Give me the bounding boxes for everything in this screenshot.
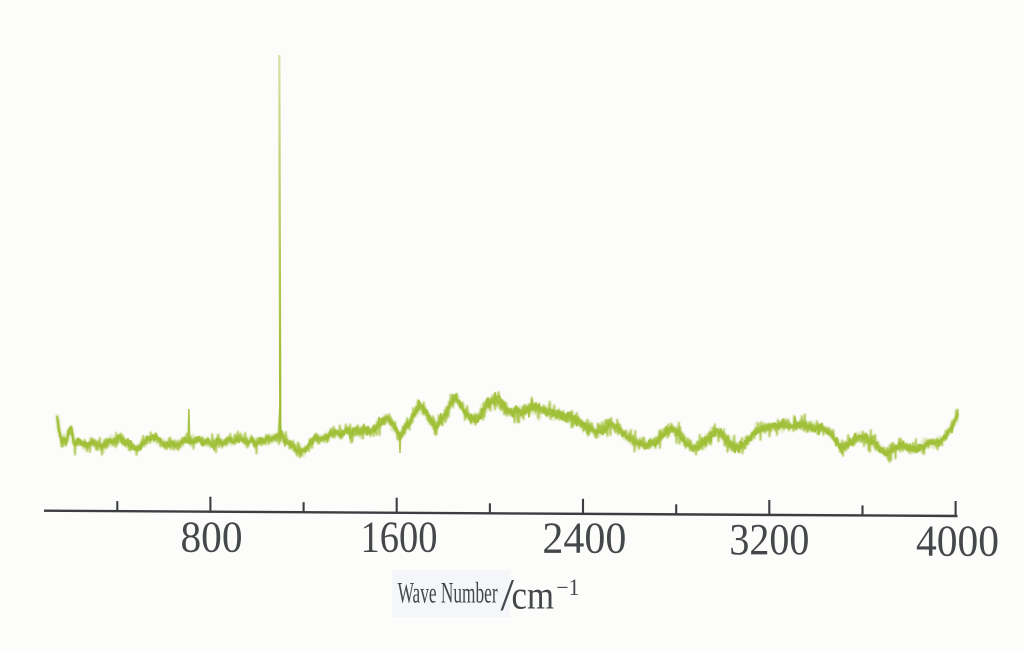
svg-text:3200: 3200 xyxy=(729,515,809,564)
svg-text:cm: cm xyxy=(512,573,555,618)
svg-text:Wave Number: Wave Number xyxy=(398,577,498,610)
svg-text:−1: −1 xyxy=(557,575,580,600)
svg-text:1600: 1600 xyxy=(361,513,438,562)
svg-text:4000: 4000 xyxy=(916,517,999,566)
svg-text:/: / xyxy=(501,569,515,620)
svg-text:2400: 2400 xyxy=(542,514,626,563)
svg-text:800: 800 xyxy=(181,513,243,562)
